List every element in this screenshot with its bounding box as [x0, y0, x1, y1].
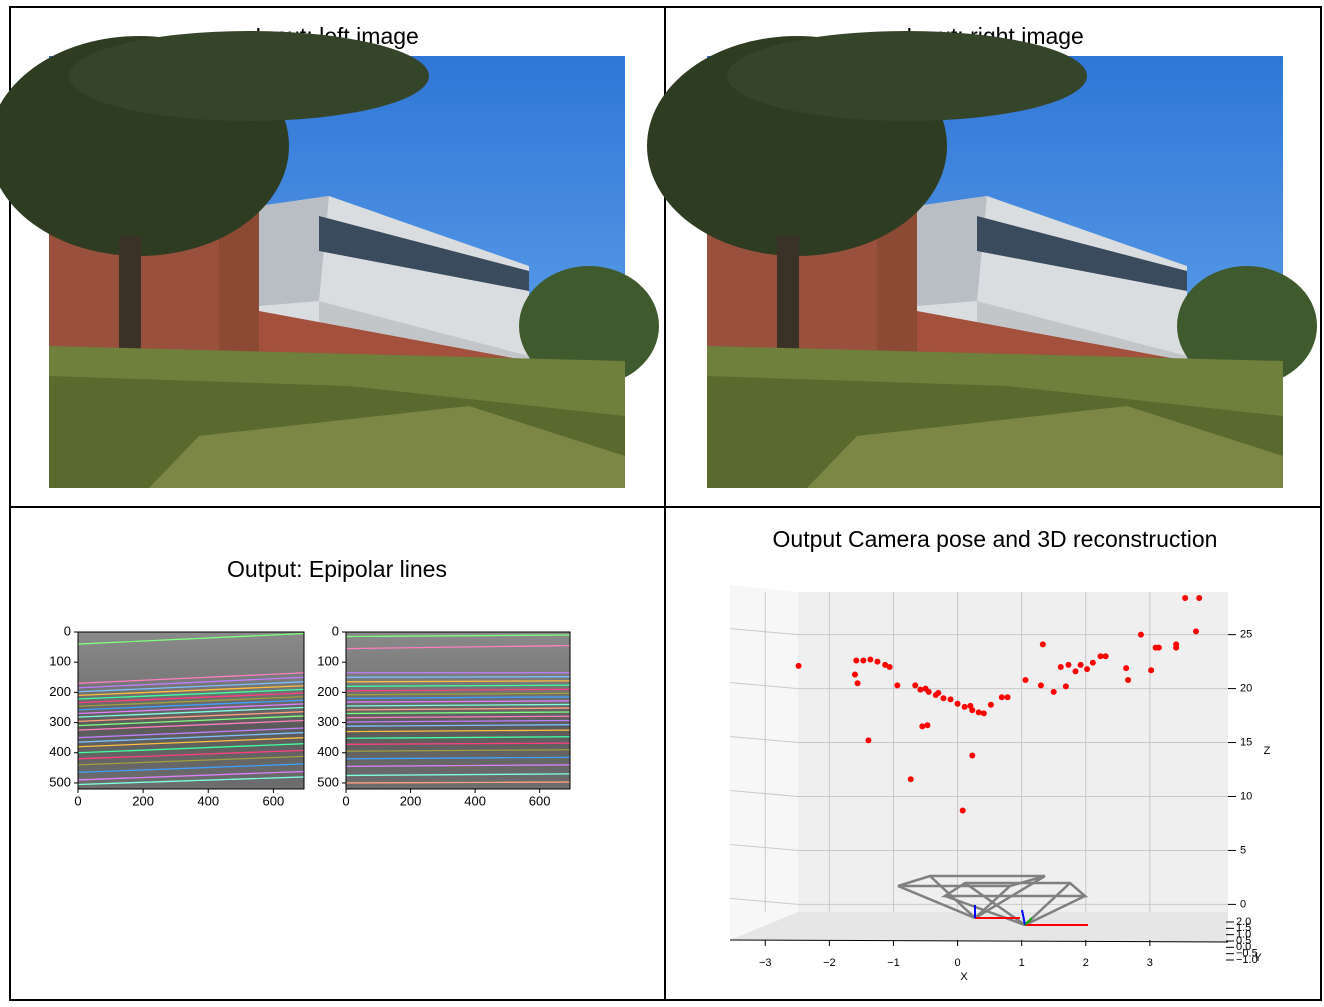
point	[1005, 694, 1011, 700]
x-tick-label: 400	[197, 793, 219, 808]
point	[1084, 666, 1090, 672]
point	[962, 704, 968, 710]
point	[1103, 653, 1109, 659]
point	[1173, 645, 1179, 651]
point	[867, 656, 873, 662]
point	[988, 702, 994, 708]
x-tick-label: −2	[823, 957, 836, 969]
panel-title: Output: Epipolar lines	[227, 556, 447, 582]
point	[948, 696, 954, 702]
point	[1038, 682, 1044, 688]
y-tick-label: 100	[317, 654, 339, 669]
z-tick-label: 20	[1240, 682, 1252, 694]
y-tick-label: 0	[64, 623, 71, 638]
point	[919, 723, 925, 729]
y-tick-label: 400	[317, 744, 339, 759]
x-tick-label: 0	[342, 793, 349, 808]
y-tick-label: 300	[317, 714, 339, 729]
y-tick-label: 200	[317, 684, 339, 699]
y-tick-label: 0	[332, 623, 339, 638]
point	[1051, 689, 1057, 695]
point	[852, 672, 858, 678]
z-tick-label: 0	[1240, 898, 1246, 910]
point	[855, 680, 861, 686]
point	[923, 686, 929, 692]
x-tick-label: 200	[132, 793, 154, 808]
y-tick-label: 500	[317, 774, 339, 789]
point	[874, 659, 880, 665]
z-tick-label: 15	[1240, 736, 1252, 748]
x-tick-label: 3	[1147, 957, 1153, 969]
point	[860, 658, 866, 664]
point	[1193, 628, 1199, 634]
point	[1065, 662, 1071, 668]
point	[960, 808, 966, 814]
point	[1098, 653, 1104, 659]
y-tick-label: 300	[49, 714, 71, 729]
3d-panes	[730, 585, 1228, 942]
epipolar-line	[346, 677, 570, 678]
point	[894, 682, 900, 688]
x-tick-label: 200	[400, 793, 422, 808]
point	[1138, 632, 1144, 638]
epipolar-line	[346, 681, 570, 682]
point	[917, 687, 923, 693]
y-tick-label: 200	[49, 684, 71, 699]
y-tick-label: 100	[49, 654, 71, 669]
epipolar-line	[346, 782, 570, 783]
point	[924, 722, 930, 728]
x-tick-label: −3	[759, 957, 772, 969]
point	[976, 709, 982, 715]
point	[1090, 660, 1096, 666]
y-tick-label: 500	[49, 774, 71, 789]
x-tick-label: 600	[529, 793, 551, 808]
point	[1078, 662, 1084, 668]
z-tick-label: 25	[1240, 629, 1252, 641]
point	[887, 664, 893, 670]
point	[1063, 683, 1069, 689]
point	[969, 752, 975, 758]
point	[1125, 677, 1131, 683]
point	[999, 694, 1005, 700]
x-tick-label: 0	[955, 957, 961, 969]
point	[908, 776, 914, 782]
point	[1123, 665, 1129, 671]
point	[1058, 664, 1064, 670]
point	[955, 701, 961, 707]
x-tick-label: 2	[1083, 957, 1089, 969]
figure: Input: left image Input: right image Out…	[0, 0, 1324, 1002]
left-image	[0, 31, 659, 488]
point	[1196, 595, 1202, 601]
point	[1073, 668, 1079, 674]
x-axis-label: X	[960, 971, 968, 983]
x-tick-label: −1	[887, 957, 900, 969]
point	[935, 690, 941, 696]
point	[853, 658, 859, 664]
panel-title: Output Camera pose and 3D reconstruction	[773, 526, 1218, 552]
point	[981, 710, 987, 716]
point	[1156, 645, 1162, 651]
point	[967, 703, 973, 709]
point	[1023, 677, 1029, 683]
point	[912, 682, 918, 688]
point	[1148, 667, 1154, 673]
right-image	[647, 31, 1317, 488]
x-tick-label: 0	[74, 793, 81, 808]
x-tick-label: 1	[1019, 957, 1025, 969]
z-axis-label: Z	[1264, 745, 1271, 757]
y-tick-label: 400	[49, 744, 71, 759]
z-tick-label: 10	[1240, 790, 1252, 802]
z-tick-label: 5	[1240, 844, 1246, 856]
point	[1040, 641, 1046, 647]
point	[940, 695, 946, 701]
point	[796, 663, 802, 669]
x-tick-label: 400	[464, 793, 486, 808]
point	[1182, 595, 1188, 601]
point	[865, 737, 871, 743]
y-axis-label: Y	[1254, 952, 1262, 964]
x-tick-label: 600	[263, 793, 285, 808]
